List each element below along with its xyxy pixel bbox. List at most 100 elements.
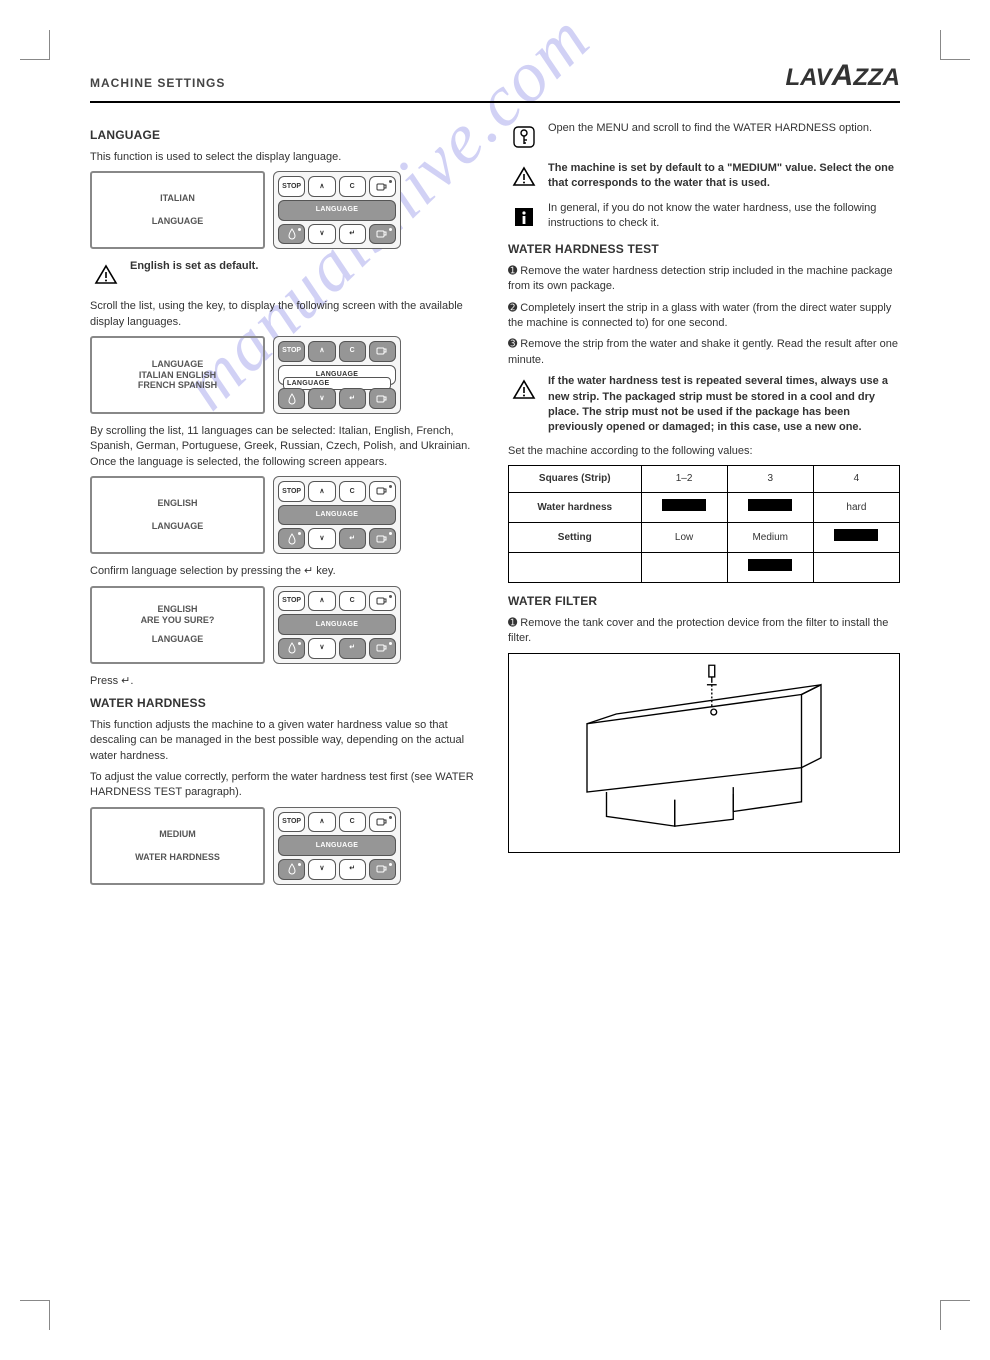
key-coffee-long[interactable] — [369, 638, 396, 659]
key-coffee-long[interactable] — [369, 224, 396, 245]
text-filter: ➊ Remove the tank cover and the protecti… — [508, 616, 900, 647]
warning-icon — [508, 374, 540, 406]
key-up[interactable]: ∧ — [308, 812, 335, 833]
key-label-language[interactable]: LANGUAGE — [278, 200, 396, 221]
key-stop[interactable]: STOP — [278, 176, 305, 197]
table-cell: Medium — [727, 523, 813, 553]
lcd-line: ITALIAN ENGLISH — [139, 370, 216, 381]
black-block — [834, 529, 878, 541]
keypad-4: STOP ∧ C LANGUAGE ∨ ↵ — [273, 586, 401, 664]
table-cell: Low — [641, 523, 727, 553]
table-cell: Setting — [509, 523, 642, 553]
lcd-screen-2: LANGUAGE ITALIAN ENGLISH FRENCH SPANISH — [90, 336, 265, 414]
key-coffee-short[interactable] — [369, 176, 396, 197]
key-stop[interactable]: STOP — [278, 812, 305, 833]
test-step-2: ➋ Completely insert the strip in a glass… — [508, 301, 900, 332]
text-hardness-2: To adjust the value correctly, perform t… — [90, 770, 482, 801]
key-label-language[interactable]: LANGUAGE — [278, 835, 396, 856]
table-cell: Water hardness — [509, 493, 642, 523]
key-drops[interactable] — [278, 859, 305, 880]
key-up[interactable]: ∧ — [308, 591, 335, 612]
text-scroll-2: By scrolling the list, 11 languages can … — [90, 424, 482, 470]
key-drops[interactable] — [278, 638, 305, 659]
display-row-5: MEDIUM WATER HARDNESS STOP ∧ C LANGUAGE — [90, 807, 482, 885]
black-block — [748, 499, 792, 511]
info-text-general: In general, if you do not know the water… — [548, 201, 900, 232]
warning-text-medium: The machine is set by default to a "MEDI… — [548, 161, 900, 192]
display-row-1: ITALIAN LANGUAGE STOP ∧ C LANGUAGE — [90, 171, 482, 249]
key-coffee-short[interactable] — [369, 812, 396, 833]
key-coffee-short[interactable] — [369, 591, 396, 612]
key-coffee-long[interactable] — [369, 528, 396, 549]
warning-text-repeated: If the water hardness test is repeated s… — [548, 374, 900, 436]
key-coffee-long[interactable] — [369, 388, 396, 409]
key-down[interactable]: ∨ — [308, 528, 335, 549]
key-up[interactable]: ∧ — [308, 176, 335, 197]
crop-mark-br — [940, 1300, 970, 1330]
lcd-line: FRENCH SPANISH — [138, 380, 217, 391]
text-press: Press ↵. — [90, 674, 482, 689]
black-block — [662, 499, 706, 511]
display-row-2: LANGUAGE ITALIAN ENGLISH FRENCH SPANISH … — [90, 336, 482, 414]
page-header: MACHINE SETTINGS LAVAZZA — [90, 55, 900, 103]
key-c[interactable]: C — [339, 341, 366, 362]
key-c[interactable]: C — [339, 591, 366, 612]
table-cell — [641, 553, 727, 583]
text-confirm: Confirm language selection by pressing t… — [90, 564, 482, 579]
lcd-line: LANGUAGE — [152, 634, 204, 645]
key-down[interactable]: ∨ — [308, 388, 335, 409]
heading-hardness-test: WATER HARDNESS TEST — [508, 241, 900, 258]
lcd-line: WATER HARDNESS — [135, 852, 220, 863]
key-stop[interactable]: STOP — [278, 591, 305, 612]
section-title: MACHINE SETTINGS — [90, 75, 225, 92]
text-scroll-1: Scroll the list, using the key, to displ… — [90, 299, 482, 330]
test-step-3: ➌ Remove the strip from the water and sh… — [508, 337, 900, 368]
key-up[interactable]: ∧ — [308, 481, 335, 502]
warning-text-default: English is set as default. — [130, 259, 482, 274]
key-up[interactable]: ∧ — [308, 341, 335, 362]
key-enter[interactable]: ↵ — [339, 224, 366, 245]
keypad-2: STOP ∧ C LANGUAGELANGUAGE ∨ ↵ — [273, 336, 401, 414]
key-drops[interactable] — [278, 388, 305, 409]
crop-mark-bl — [20, 1300, 50, 1330]
keypad-1: STOP ∧ C LANGUAGE ∨ ↵ — [273, 171, 401, 249]
key-enter[interactable]: ↵ — [339, 388, 366, 409]
key-drops[interactable] — [278, 224, 305, 245]
key-label-language[interactable]: LANGUAGELANGUAGE — [278, 365, 396, 386]
key-label-language[interactable]: LANGUAGE — [278, 614, 396, 635]
left-column: LANGUAGE This function is used to select… — [90, 121, 482, 895]
key-enter[interactable]: ↵ — [339, 638, 366, 659]
lcd-screen-5: MEDIUM WATER HARDNESS — [90, 807, 265, 885]
heading-water-filter: WATER FILTER — [508, 593, 900, 610]
crop-mark-tr — [940, 30, 970, 60]
table-cell: hard — [813, 493, 899, 523]
right-column: Open the MENU and scroll to find the WAT… — [508, 121, 900, 895]
key-coffee-short[interactable] — [369, 481, 396, 502]
display-row-3: ENGLISH LANGUAGE STOP ∧ C LANGUAGE — [90, 476, 482, 554]
key-coffee-short[interactable] — [369, 341, 396, 362]
page-content: MACHINE SETTINGS LAVAZZA LANGUAGE This f… — [90, 55, 900, 1300]
key-stop[interactable]: STOP — [278, 481, 305, 502]
text-according: Set the machine according to the followi… — [508, 444, 900, 459]
key-c[interactable]: C — [339, 812, 366, 833]
table-cell — [727, 493, 813, 523]
key-down[interactable]: ∨ — [308, 859, 335, 880]
key-c[interactable]: C — [339, 481, 366, 502]
key-enter[interactable]: ↵ — [339, 528, 366, 549]
key-c[interactable]: C — [339, 176, 366, 197]
text-open-menu: Open the MENU and scroll to find the WAT… — [548, 121, 900, 136]
key-coffee-long[interactable] — [369, 859, 396, 880]
key-enter[interactable]: ↵ — [339, 859, 366, 880]
info-icon — [508, 201, 540, 233]
warning-icon — [90, 259, 122, 291]
key-down[interactable]: ∨ — [308, 224, 335, 245]
key-label-language[interactable]: LANGUAGE — [278, 505, 396, 526]
key-stop[interactable]: STOP — [278, 341, 305, 362]
table-cell: 3 — [727, 466, 813, 493]
warning-icon — [508, 161, 540, 193]
key-down[interactable]: ∨ — [308, 638, 335, 659]
table-cell — [641, 493, 727, 523]
lcd-screen-4: ENGLISH ARE YOU SURE? LANGUAGE — [90, 586, 265, 664]
keypad-5: STOP ∧ C LANGUAGE ∨ ↵ — [273, 807, 401, 885]
key-drops[interactable] — [278, 528, 305, 549]
